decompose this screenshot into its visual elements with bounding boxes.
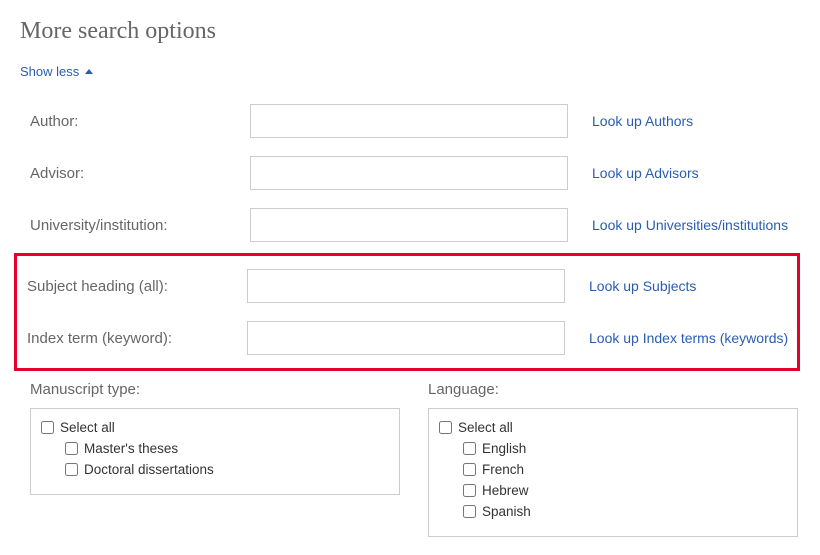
facet-columns: Manuscript type: Select all Master's the… — [20, 381, 800, 537]
show-less-toggle[interactable]: Show less — [20, 64, 93, 79]
subject-label: Subject heading (all): — [17, 278, 247, 295]
lookup-indexterms-link[interactable]: Look up Index terms (keywords) — [589, 330, 788, 346]
language-select-all-label: Select all — [458, 420, 513, 435]
manuscript-select-all-checkbox[interactable] — [41, 421, 54, 434]
language-select-all-checkbox[interactable] — [439, 421, 452, 434]
manuscript-select-all-row: Select all — [41, 417, 389, 438]
language-select-all-row: Select all — [439, 417, 787, 438]
subject-row: Subject heading (all): Look up Subjects — [17, 260, 791, 312]
english-label: English — [482, 441, 526, 456]
author-row: Author: Look up Authors — [20, 95, 800, 147]
doctoral-dissertations-checkbox[interactable] — [65, 463, 78, 476]
lookup-advisors-link[interactable]: Look up Advisors — [592, 165, 699, 181]
lookup-authors-link[interactable]: Look up Authors — [592, 113, 693, 129]
english-checkbox[interactable] — [463, 442, 476, 455]
university-row: University/institution: Look up Universi… — [20, 199, 800, 251]
language-column: Language: Select all English French Hebr… — [428, 381, 798, 537]
manuscript-column: Manuscript type: Select all Master's the… — [30, 381, 400, 537]
french-label: French — [482, 462, 524, 477]
language-option-row: Hebrew — [439, 480, 787, 501]
manuscript-option-row: Doctoral dissertations — [41, 459, 389, 480]
advisor-row: Advisor: Look up Advisors — [20, 147, 800, 199]
indexterm-row: Index term (keyword): Look up Index term… — [17, 312, 791, 364]
french-checkbox[interactable] — [463, 463, 476, 476]
chevron-up-icon — [85, 69, 93, 74]
author-input[interactable] — [250, 104, 568, 138]
masters-theses-checkbox[interactable] — [65, 442, 78, 455]
doctoral-dissertations-label: Doctoral dissertations — [84, 462, 214, 477]
advisor-label: Advisor: — [20, 165, 250, 182]
spanish-label: Spanish — [482, 504, 531, 519]
subject-input[interactable] — [247, 269, 565, 303]
masters-theses-label: Master's theses — [84, 441, 178, 456]
language-option-row: French — [439, 459, 787, 480]
manuscript-heading: Manuscript type: — [30, 381, 400, 398]
indexterm-label: Index term (keyword): — [17, 330, 247, 347]
spanish-checkbox[interactable] — [463, 505, 476, 518]
advisor-input[interactable] — [250, 156, 568, 190]
manuscript-checklist: Select all Master's theses Doctoral diss… — [30, 408, 400, 495]
university-label: University/institution: — [20, 217, 250, 234]
lookup-subjects-link[interactable]: Look up Subjects — [589, 278, 696, 294]
lookup-universities-link[interactable]: Look up Universities/institutions — [592, 217, 788, 233]
language-heading: Language: — [428, 381, 798, 398]
highlighted-region: Subject heading (all): Look up Subjects … — [14, 253, 800, 371]
manuscript-option-row: Master's theses — [41, 438, 389, 459]
indexterm-input[interactable] — [247, 321, 565, 355]
manuscript-select-all-label: Select all — [60, 420, 115, 435]
page-title: More search options — [20, 18, 800, 45]
hebrew-checkbox[interactable] — [463, 484, 476, 497]
show-less-label: Show less — [20, 64, 79, 79]
university-input[interactable] — [250, 208, 568, 242]
hebrew-label: Hebrew — [482, 483, 529, 498]
author-label: Author: — [20, 113, 250, 130]
language-option-row: English — [439, 438, 787, 459]
language-option-row: Spanish — [439, 501, 787, 522]
